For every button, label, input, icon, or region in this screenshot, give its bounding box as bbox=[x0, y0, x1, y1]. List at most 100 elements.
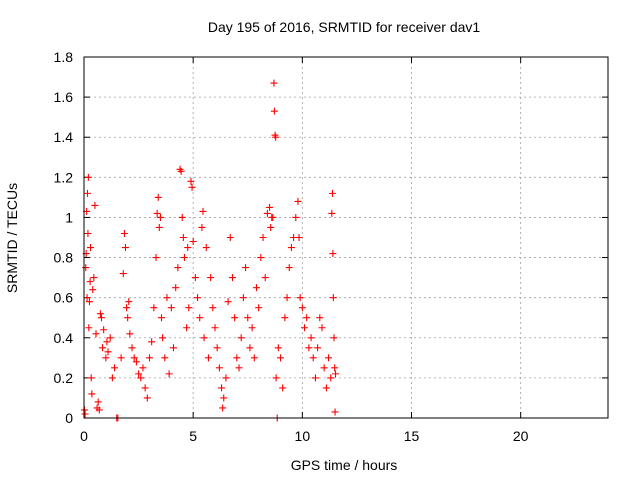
data-point bbox=[207, 274, 215, 282]
data-point bbox=[244, 314, 252, 322]
data-point bbox=[292, 213, 300, 221]
data-point bbox=[111, 364, 119, 372]
data-point bbox=[191, 274, 199, 282]
data-point bbox=[104, 348, 112, 356]
data-point bbox=[84, 229, 92, 237]
data-point bbox=[161, 354, 169, 362]
data-point bbox=[180, 254, 188, 262]
data-point bbox=[261, 274, 269, 282]
data-point bbox=[327, 374, 335, 382]
data-point bbox=[170, 344, 178, 352]
data-point bbox=[150, 304, 158, 312]
data-point bbox=[188, 183, 196, 191]
x-tick-label: 5 bbox=[189, 428, 197, 444]
data-point bbox=[132, 358, 140, 366]
data-point bbox=[99, 344, 107, 352]
data-point bbox=[295, 234, 303, 241]
data-point bbox=[100, 326, 108, 334]
data-points bbox=[80, 79, 340, 422]
data-point bbox=[196, 314, 204, 322]
data-point bbox=[135, 370, 143, 378]
data-point bbox=[82, 264, 90, 272]
data-point bbox=[301, 324, 309, 332]
data-point bbox=[255, 304, 263, 312]
data-point bbox=[283, 294, 291, 302]
data-point bbox=[218, 384, 226, 392]
data-point bbox=[87, 374, 95, 382]
data-point bbox=[329, 250, 337, 258]
y-tick-label: 0.4 bbox=[54, 330, 74, 346]
data-point bbox=[328, 189, 336, 197]
data-point bbox=[250, 354, 258, 362]
x-tick-label: 20 bbox=[513, 428, 529, 444]
data-point bbox=[83, 189, 91, 197]
data-point bbox=[220, 394, 228, 402]
x-tick-label: 15 bbox=[404, 428, 420, 444]
data-point bbox=[83, 294, 91, 302]
data-point bbox=[305, 344, 313, 352]
data-point bbox=[103, 338, 111, 346]
data-point bbox=[121, 244, 129, 252]
data-point bbox=[204, 354, 212, 362]
data-point bbox=[81, 410, 89, 418]
data-point bbox=[328, 209, 336, 217]
data-point bbox=[211, 324, 219, 332]
data-point bbox=[269, 213, 277, 221]
data-point bbox=[272, 133, 280, 141]
data-point bbox=[89, 286, 97, 294]
data-point bbox=[320, 364, 328, 372]
data-point bbox=[277, 354, 284, 362]
data-point bbox=[267, 223, 275, 231]
data-point bbox=[259, 234, 267, 241]
data-point bbox=[274, 344, 282, 352]
data-point bbox=[303, 314, 311, 322]
x-axis-label: GPS time / hours bbox=[291, 457, 398, 473]
data-point bbox=[281, 314, 289, 322]
data-point bbox=[183, 324, 191, 332]
data-point bbox=[307, 334, 315, 342]
y-tick-label: 1 bbox=[65, 209, 73, 225]
data-point bbox=[106, 334, 114, 342]
data-point bbox=[88, 390, 96, 398]
data-point bbox=[102, 354, 110, 362]
x-tick-label: 0 bbox=[80, 428, 88, 444]
plot-frame bbox=[83, 56, 609, 419]
data-point bbox=[92, 330, 100, 338]
data-point bbox=[117, 354, 125, 362]
data-point bbox=[159, 334, 167, 342]
data-point bbox=[194, 294, 202, 302]
data-point bbox=[108, 374, 116, 382]
data-point bbox=[165, 370, 173, 378]
data-point bbox=[179, 234, 187, 241]
data-point bbox=[325, 354, 333, 362]
data-point bbox=[200, 334, 208, 342]
y-tick-label: 0.2 bbox=[54, 370, 74, 386]
data-point bbox=[298, 304, 306, 312]
data-point bbox=[222, 374, 230, 382]
y-tick-label: 0.8 bbox=[54, 250, 74, 266]
data-point bbox=[329, 294, 337, 302]
y-tick-label: 1.2 bbox=[54, 169, 74, 185]
data-point bbox=[86, 278, 94, 286]
data-point bbox=[235, 364, 243, 372]
data-point bbox=[294, 197, 302, 205]
data-point bbox=[158, 314, 166, 322]
data-point bbox=[87, 244, 95, 252]
data-point bbox=[252, 284, 260, 292]
data-point bbox=[96, 310, 104, 318]
data-point bbox=[174, 264, 182, 272]
data-point bbox=[332, 370, 340, 378]
data-point bbox=[331, 408, 339, 416]
data-point bbox=[85, 324, 93, 332]
data-point bbox=[226, 234, 234, 241]
data-point bbox=[95, 406, 103, 414]
data-point bbox=[119, 270, 127, 278]
tick-labels: 0 0.2 0.4 0.6 0.8 1 1.2 1.4 1.6 1.8 0 5 10 15 20 bbox=[54, 49, 529, 444]
data-point bbox=[270, 107, 278, 115]
data-point bbox=[146, 354, 153, 362]
data-point bbox=[152, 254, 160, 262]
data-point bbox=[128, 344, 136, 352]
data-point bbox=[279, 384, 287, 392]
data-point bbox=[187, 177, 195, 185]
